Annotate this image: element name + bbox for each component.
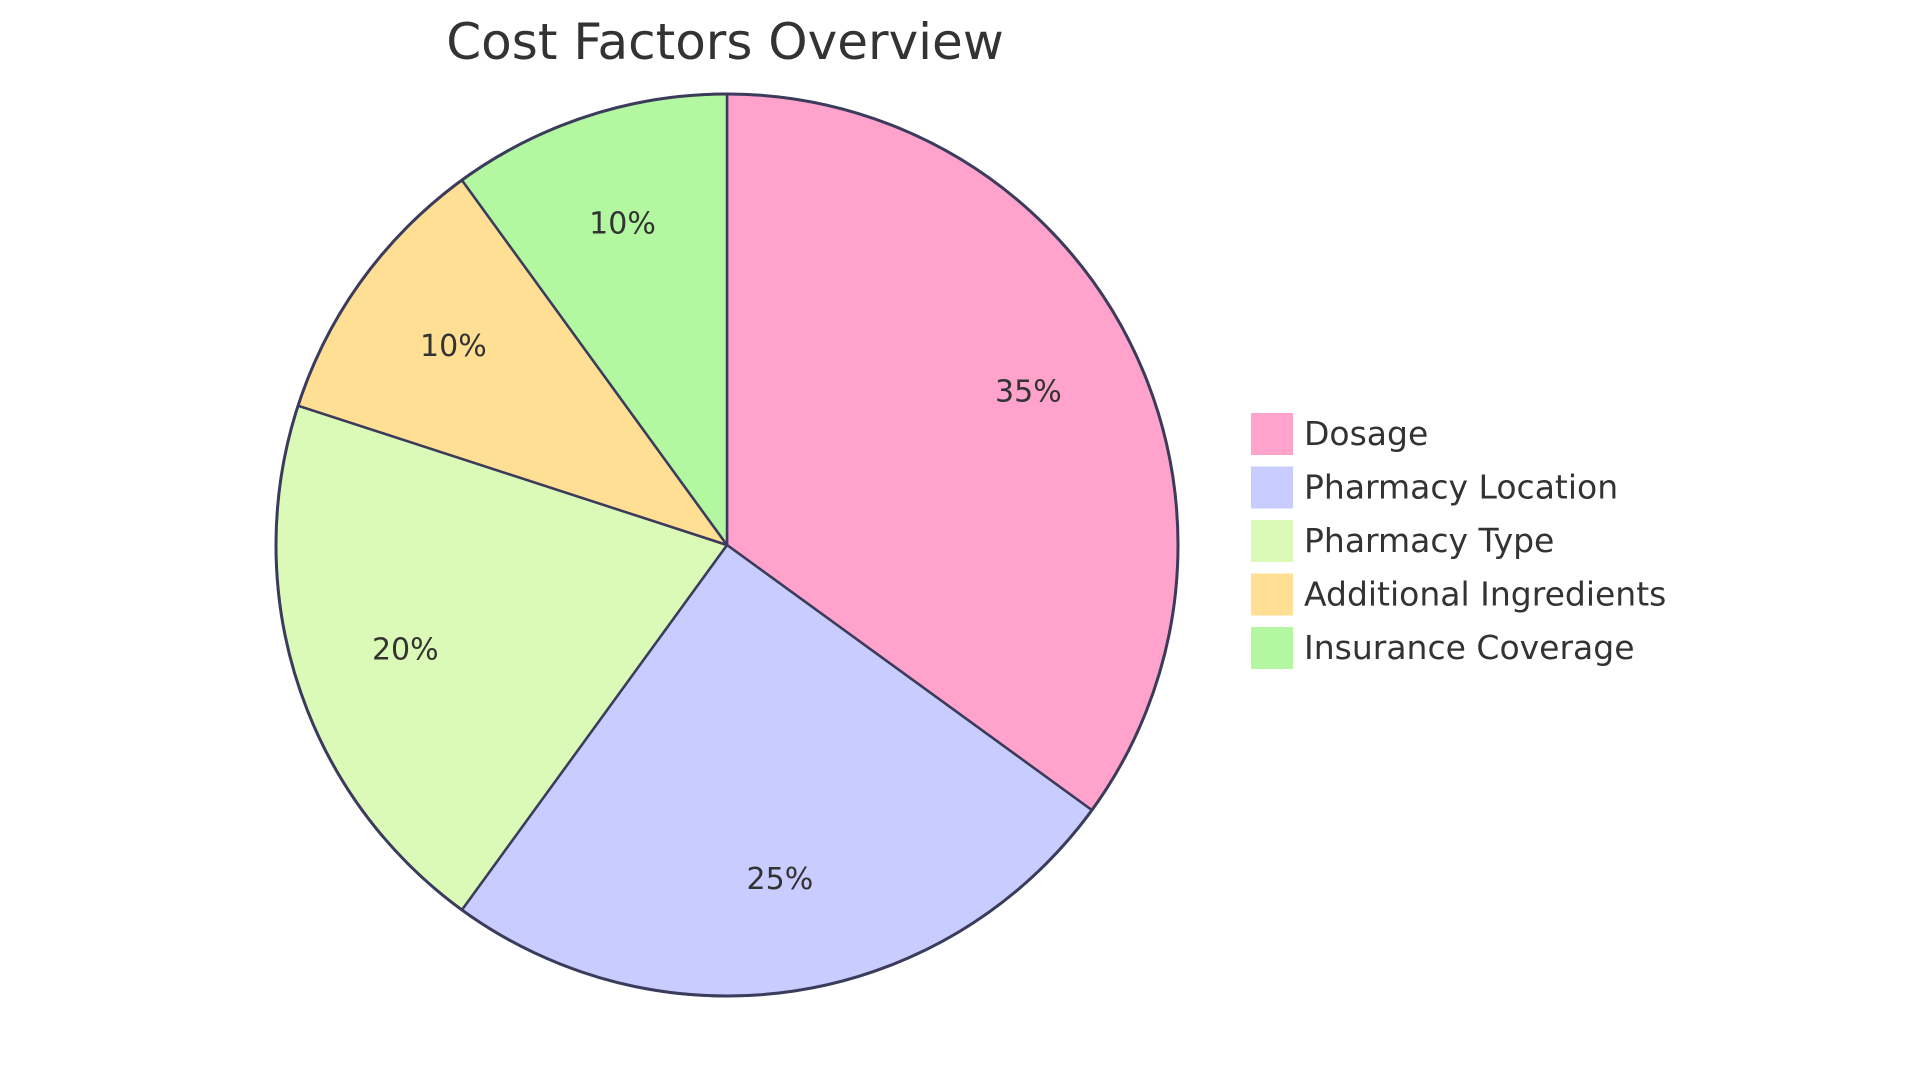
legend-swatch-pharmacy-location: [1249, 464, 1295, 511]
chart-title: Cost Factors Overview: [446, 13, 1003, 71]
legend-swatch-dosage: [1249, 411, 1295, 457]
legend-label-insurance-coverage: Insurance Coverage: [1304, 628, 1635, 667]
slice-value-label: 20%: [372, 633, 439, 668]
pie-outline: [274, 92, 1180, 998]
pie-slices: [274, 92, 1180, 998]
legend-label-dosage: Dosage: [1304, 414, 1428, 453]
pie-slice-labels: 35% 25% 20% 10% 10%: [372, 206, 1062, 897]
slice-value-label: 25%: [747, 862, 814, 897]
legend-label-additional-ingredients: Additional Ingredients: [1304, 575, 1666, 614]
legend-swatch-pharmacy-type: [1249, 518, 1295, 564]
slice-value-label: 35%: [995, 374, 1062, 409]
legend-swatch-additional-ingredients: [1249, 571, 1295, 618]
legend-swatch-insurance-coverage: [1249, 625, 1295, 671]
legend-label-pharmacy-location: Pharmacy Location: [1304, 468, 1618, 507]
slice-value-label: 10%: [589, 206, 656, 241]
slice-value-label: 10%: [420, 329, 487, 364]
legend-label-pharmacy-type: Pharmacy Type: [1304, 521, 1554, 560]
legend: Dosage Pharmacy Location Pharmacy Type Addi…: [1249, 411, 1666, 671]
